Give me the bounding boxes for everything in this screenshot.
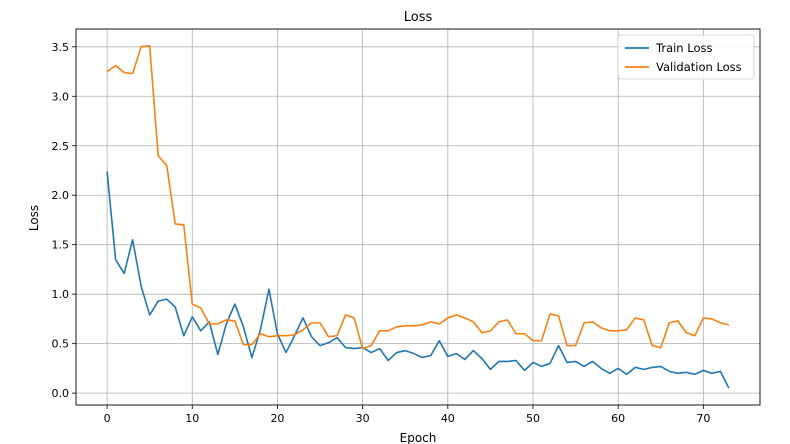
y-tick-label: 0.5 [52, 338, 70, 351]
x-tick-label: 0 [104, 412, 111, 425]
series-line [106, 45, 730, 350]
legend-entry: Train Loss [655, 41, 712, 55]
chart-title: Loss [404, 10, 433, 25]
y-axis-ticks: 0.0 0.5 1.0 1.5 2.0 2.5 3.0 3.5 [52, 41, 76, 400]
plot-frame [75, 28, 761, 406]
y-tick-label: 1.0 [52, 288, 70, 301]
y-tick-label: 2.5 [52, 140, 70, 153]
grid-lines [76, 29, 760, 405]
series-validation-loss [106, 45, 730, 350]
legend-entry: Validation Loss [656, 60, 742, 74]
y-tick-label: 3.0 [52, 90, 70, 103]
series-train-loss [106, 171, 730, 389]
y-tick-label: 3.5 [52, 41, 70, 54]
legend: Train Loss Validation Loss [617, 34, 755, 80]
x-axis-label: Epoch [400, 431, 437, 444]
y-axis-label: Loss [27, 205, 41, 231]
x-tick-label: 40 [441, 412, 455, 425]
series-line [106, 171, 730, 389]
y-tick-label: 0.0 [52, 387, 70, 400]
plot-lines [106, 45, 730, 389]
legend-box [617, 34, 755, 80]
y-tick-label: 2.0 [52, 189, 70, 202]
x-axis-ticks: 0 10 20 30 40 50 60 70 [104, 405, 710, 425]
x-tick-label: 50 [526, 412, 540, 425]
x-tick-label: 20 [270, 412, 284, 425]
x-tick-label: 70 [696, 412, 710, 425]
x-tick-label: 30 [356, 412, 370, 425]
x-tick-label: 60 [611, 412, 625, 425]
x-tick-label: 10 [185, 412, 199, 425]
y-tick-label: 1.5 [52, 239, 70, 252]
